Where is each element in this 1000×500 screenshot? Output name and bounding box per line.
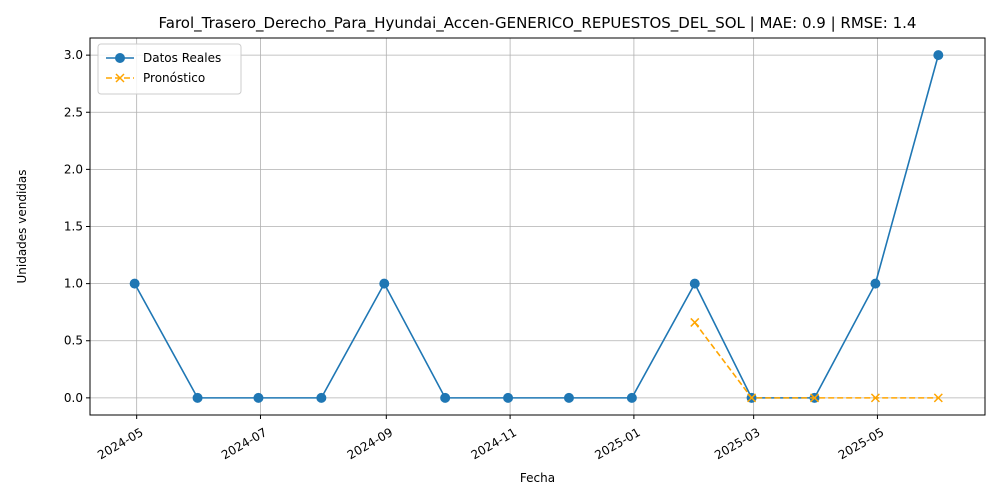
marker-stroke	[870, 393, 880, 403]
data-point	[379, 278, 390, 289]
chart-title: Farol_Trasero_Derecho_Para_Hyundai_Accen…	[159, 14, 917, 33]
grid	[90, 38, 985, 415]
data-point	[870, 278, 881, 289]
series-2	[690, 317, 943, 403]
legend-label: Pronóstico	[143, 71, 205, 85]
data-point	[933, 393, 943, 403]
legend: Datos Reales Pronóstico	[97, 43, 242, 95]
series-layer	[129, 50, 944, 403]
data-point	[503, 392, 514, 403]
marker-stroke	[115, 73, 125, 83]
legend-item: Pronóstico	[106, 71, 205, 85]
data-point	[253, 392, 264, 403]
data-point	[689, 278, 700, 289]
x-axis-title: Fecha	[520, 471, 555, 485]
data-point	[129, 278, 140, 289]
marker-stroke	[933, 393, 943, 403]
marker-stroke	[690, 317, 700, 327]
data-point	[626, 392, 637, 403]
legend-item: Datos Reales	[106, 51, 221, 65]
y-tick-label: 0.0	[64, 391, 83, 405]
legend-label: Datos Reales	[143, 51, 221, 65]
data-point	[690, 317, 700, 327]
legend-box	[97, 43, 242, 95]
y-tick-label: 2.5	[64, 105, 83, 119]
y-tick-label: 2.0	[64, 162, 83, 176]
y-tick-label: 3.0	[64, 48, 83, 62]
y-tick-label: 0.5	[64, 334, 83, 348]
data-point	[440, 392, 451, 403]
data-point	[563, 392, 574, 403]
data-point	[747, 393, 757, 403]
legend-marker	[115, 53, 125, 63]
marker-stroke	[747, 393, 757, 403]
legend-marker	[115, 73, 125, 83]
y-tick-label: 1.0	[64, 277, 83, 291]
y-tick-label: 1.5	[64, 220, 83, 234]
data-point	[933, 50, 944, 61]
data-point	[809, 393, 820, 403]
data-point	[870, 393, 880, 403]
y-axis-title: Unidades vendidas	[15, 169, 29, 283]
data-point	[316, 392, 327, 403]
marker-stroke	[809, 393, 820, 403]
data-point	[192, 392, 203, 403]
